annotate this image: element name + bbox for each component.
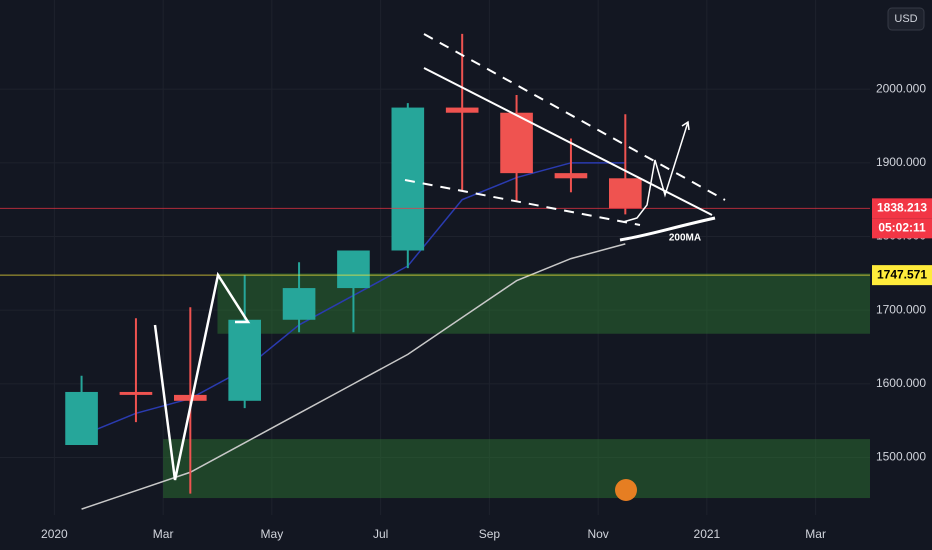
candle-body <box>119 391 153 395</box>
y-tick-label: 2000.000 <box>876 81 926 95</box>
price-label-bg <box>872 198 932 219</box>
event-icon[interactable] <box>615 479 637 501</box>
upper-dashed-line <box>423 33 726 201</box>
marks <box>0 33 870 510</box>
candle-body <box>609 178 642 209</box>
y-tick-label: 1600.000 <box>876 376 926 390</box>
candle-body <box>391 107 425 251</box>
candle-body <box>174 394 207 401</box>
x-tick-label: 2021 <box>694 527 721 541</box>
x-tick-label: Sep <box>479 527 501 541</box>
candle-body <box>282 288 316 320</box>
arrow-head <box>681 120 690 131</box>
zigzag <box>153 271 251 481</box>
price-label: 1838.213 <box>877 201 927 215</box>
annotation: 200MA <box>669 233 701 244</box>
currency-button[interactable] <box>887 7 925 31</box>
grid <box>0 0 870 515</box>
x-tick-label: Mar <box>153 527 174 541</box>
zone <box>217 273 870 334</box>
y-tick-label: 1500.000 <box>876 450 926 464</box>
countdown-bg <box>872 218 932 239</box>
countdown: 05:02:11 <box>878 221 926 235</box>
price-label: 1747.571 <box>877 267 927 281</box>
moving-average <box>81 243 626 510</box>
x-tick-label: Jul <box>373 527 388 541</box>
candle-body <box>500 112 533 174</box>
candle-body <box>554 173 588 179</box>
pattern-drawing <box>153 33 726 481</box>
candle-body <box>337 250 370 289</box>
x-tick-label: May <box>261 527 284 541</box>
y-tick-label: 1700.000 <box>876 302 926 316</box>
zone <box>163 439 870 499</box>
candle-body <box>65 391 98 446</box>
y-tick-label: 1900.000 <box>876 155 926 169</box>
ma-highlight <box>619 216 716 242</box>
price-axis <box>870 0 932 515</box>
axes: 1500.0001600.0001700.0001800.0001900.000… <box>41 81 932 541</box>
x-tick-label: Nov <box>587 527 608 541</box>
currency[interactable]: USD <box>894 13 917 25</box>
x-tick-label: Mar <box>805 527 826 541</box>
lower-dashed-line <box>404 179 641 226</box>
candle-body <box>445 107 479 113</box>
projection <box>622 121 689 223</box>
x-tick-label: 2020 <box>41 527 68 541</box>
price-label-bg <box>872 265 932 286</box>
candle-body <box>228 319 261 401</box>
zones <box>163 273 870 499</box>
